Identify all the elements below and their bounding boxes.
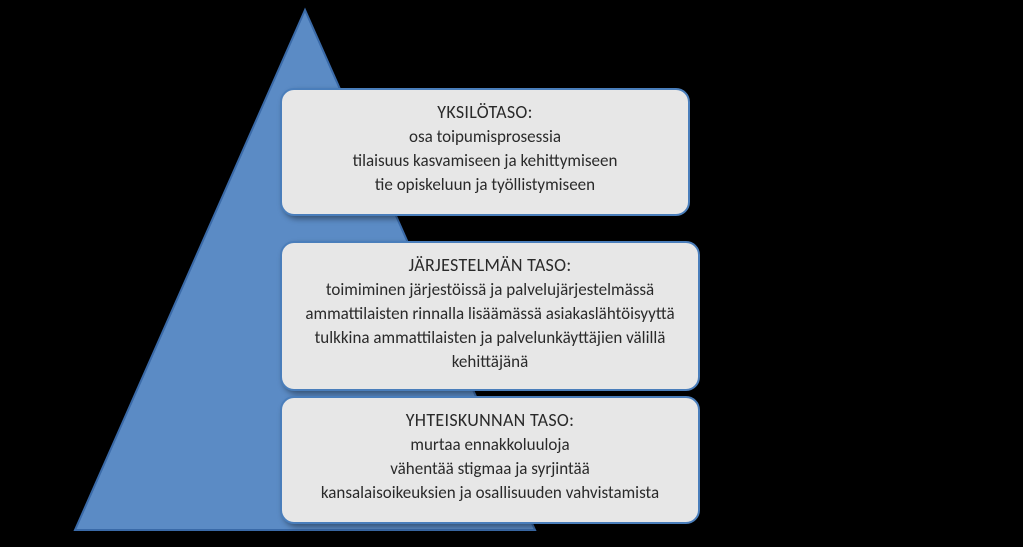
level-title: YKSILÖTASO: (294, 100, 676, 125)
level-line: tilaisuus kasvamiseen ja kehittymiseen (294, 149, 676, 173)
level-line: tie opiskeluun ja työllistymiseen (294, 173, 676, 197)
level-box-middle: JÄRJESTELMÄN TASO: toimiminen järjestöis… (280, 241, 700, 391)
level-line: osa toipumisprosessia (294, 125, 676, 149)
level-box-bottom: YHTEISKUNNAN TASO: murtaa ennakkoluuloja… (280, 396, 700, 524)
level-line: tulkkina ammattilaisten ja palvelunkäytt… (294, 326, 686, 350)
level-line: vähentää stigmaa ja syrjintää (294, 457, 686, 481)
level-line: ammattilaisten rinnalla lisäämässä asiak… (294, 302, 686, 326)
pyramid-diagram: YKSILÖTASO: osa toipumisprosessia tilais… (0, 0, 1023, 547)
level-line: kehittäjänä (294, 350, 686, 374)
level-line: kansalaisoikeuksien ja osallisuuden vahv… (294, 481, 686, 505)
level-line: toimiminen järjestöissä ja palvelujärjes… (294, 278, 686, 302)
level-title: YHTEISKUNNAN TASO: (294, 408, 686, 433)
level-title: JÄRJESTELMÄN TASO: (294, 253, 686, 278)
level-box-top: YKSILÖTASO: osa toipumisprosessia tilais… (280, 88, 690, 216)
level-line: murtaa ennakkoluuloja (294, 433, 686, 457)
